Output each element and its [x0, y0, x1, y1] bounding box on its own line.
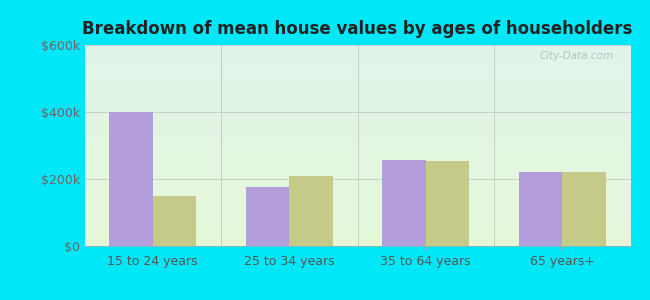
Bar [519, 172, 562, 246]
Bar [382, 160, 426, 246]
Title: Breakdown of mean house values by ages of householders: Breakdown of mean house values by ages o… [83, 20, 632, 38]
Bar [426, 160, 469, 246]
Bar [562, 172, 606, 246]
Text: City-Data.com: City-Data.com [540, 51, 614, 61]
Bar [109, 112, 153, 246]
Bar [246, 188, 289, 246]
Bar [289, 176, 333, 246]
Bar [153, 196, 196, 246]
